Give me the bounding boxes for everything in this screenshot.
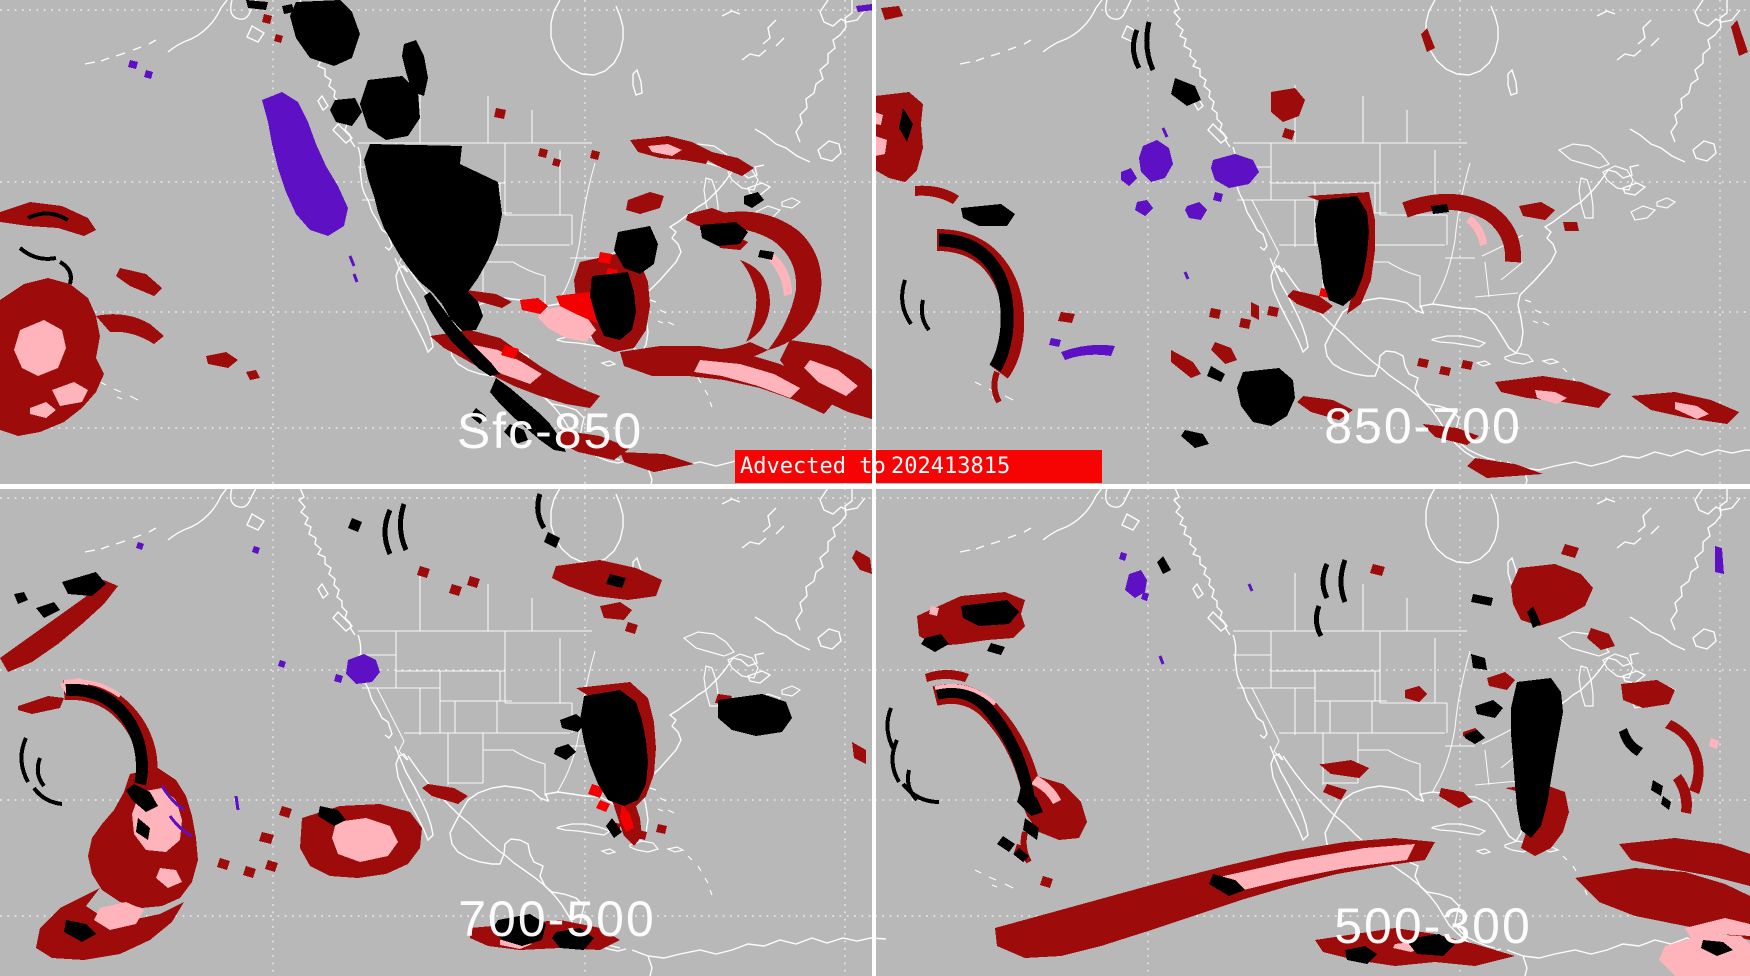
moisture-layer-850-700	[875, 6, 1748, 478]
panel-map-850-700	[874, 0, 1750, 489]
moisture-layer-700-500	[0, 493, 872, 960]
panel-label-sfc-850: Sfc-850	[456, 403, 644, 459]
panel-map-700-500	[0, 487, 887, 976]
moisture-layer-500-300	[885, 544, 1750, 976]
advection-banner: Advected to 202413815	[735, 450, 1102, 483]
panel-divider-vertical	[872, 0, 876, 976]
panel-label-700-500: 700-500	[458, 891, 656, 947]
banner-label: Advected to	[740, 454, 886, 479]
panel-map-sfc-850	[0, 0, 887, 489]
panel-label-850-700: 850-700	[1324, 398, 1522, 454]
panel-map-500-300	[874, 487, 1750, 976]
moisture-layer-sfc-850	[0, 0, 875, 472]
panel-label-500-300: 500-300	[1334, 898, 1532, 954]
banner-timestamp: 202413815	[891, 454, 1011, 479]
